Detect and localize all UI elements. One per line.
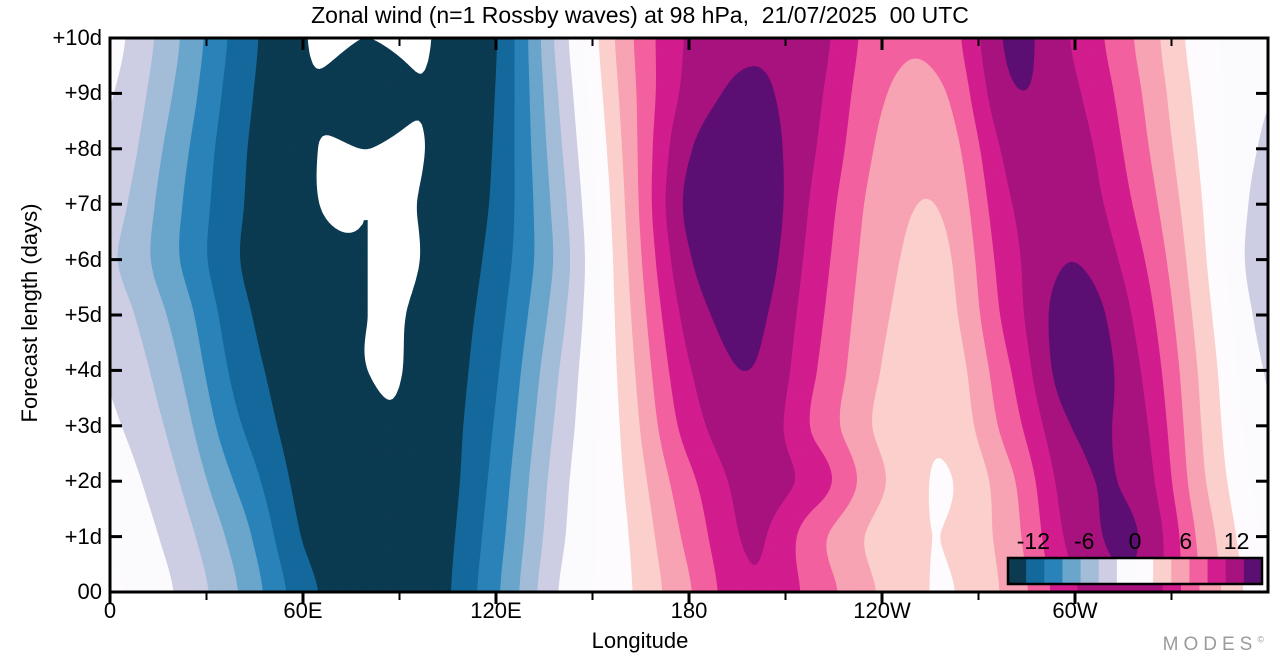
y-tick-label: +6d [65,247,102,273]
y-tick-label: +1d [65,524,102,550]
y-tick-label: 00 [78,579,102,605]
x-tick-label: 60W [1052,598,1097,624]
colorbar-tick-label: 6 [1179,528,1192,555]
colorbar-tick-label: -12 [1017,528,1050,555]
y-tick-label: +5d [65,302,102,328]
x-tick-label: 180 [671,598,708,624]
x-tick-label: 60E [283,598,322,624]
x-tick-label: 120E [470,598,521,624]
x-tick-label: 120W [853,598,910,624]
colorbar-tick-label: 0 [1129,528,1142,555]
y-tick-label: +4d [65,357,102,383]
copyright-icon: © [1257,635,1264,645]
x-axis-label: Longitude [0,628,1280,654]
y-tick-label: +8d [65,136,102,162]
watermark-text: MODES [1163,634,1258,655]
y-tick-label: +7d [65,191,102,217]
y-tick-label: +2d [65,468,102,494]
x-tick-label: 0 [104,598,116,624]
colorbar-tick-label: 12 [1224,528,1250,555]
y-tick-label: +9d [65,80,102,106]
colorbar-tick-label: -6 [1074,528,1094,555]
y-axis-label: Forecast length (days) [17,163,43,463]
y-tick-label: +10d [52,25,102,51]
y-tick-label: +3d [65,413,102,439]
modes-watermark: MODES© [1163,634,1264,656]
